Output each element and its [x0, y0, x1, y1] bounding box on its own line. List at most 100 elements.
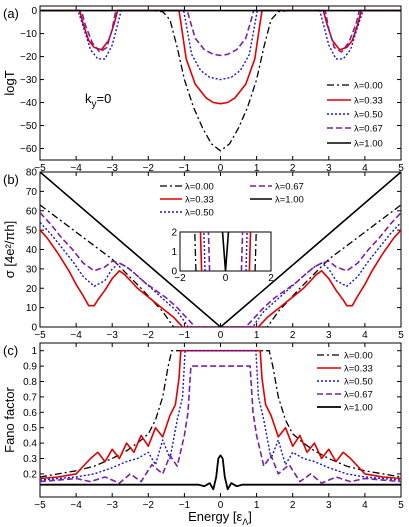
legend-label: λ=0.50 — [185, 208, 214, 219]
series-line — [40, 172, 401, 327]
panel-c-chart: −5 −4 −3 −2 −1 0 1 2 3 4 5 0.2 0.3 0.4 0.5 0.6 0.7 0.8 0.9… — [2, 342, 404, 527]
legend-label: λ=0.33 — [354, 96, 383, 107]
series-line — [40, 9, 401, 57]
y-axis-label: Fano factor — [2, 386, 17, 452]
y-tick-label: 0.3 — [23, 454, 37, 465]
series-line — [40, 9, 401, 105]
legend-label: λ=0.50 — [354, 110, 383, 121]
series-line — [40, 350, 401, 478]
legend-label: λ=0.50 — [344, 377, 373, 388]
x-tick-label: 3 — [326, 330, 332, 341]
inset-series-line — [254, 232, 257, 271]
y-tick-label: 80 — [26, 168, 38, 179]
y-tick-label: 20 — [26, 284, 38, 295]
panel-label: (b) — [3, 172, 19, 187]
y-tick-label: 0.9 — [23, 362, 37, 373]
panel-label: (a) — [3, 6, 19, 21]
legend-label: λ=0.00 — [344, 351, 373, 362]
x-tick-label: −4 — [70, 163, 82, 174]
series-line — [40, 350, 401, 481]
y-tick-label: 40 — [26, 245, 38, 256]
legend-label: λ=1.00 — [354, 139, 383, 150]
y-tick-label: −10 — [20, 29, 37, 40]
y-tick-label: −60 — [20, 144, 37, 155]
x-tick-label: 2 — [290, 163, 296, 174]
legend-label: λ=0.33 — [344, 364, 373, 375]
legend-label: λ=0.33 — [185, 195, 214, 206]
inset-series-line — [194, 232, 197, 271]
y-tick-label: 0.6 — [23, 408, 37, 419]
inset-series-line — [199, 232, 203, 271]
y-axis-label: logT — [2, 70, 17, 95]
y-tick-label: −20 — [20, 52, 37, 63]
inset-series-line — [248, 232, 252, 271]
inset-series-line — [245, 232, 248, 271]
legend-background — [155, 178, 331, 218]
ky-annotation: ky=0 — [85, 91, 111, 110]
x-tick-label: −3 — [106, 500, 118, 511]
x-tick-label: −5 — [34, 330, 46, 341]
panel-a-chart: −5 −4 −3 −2 −1 0 1 2 3 4 50−10−20−30−40−50−60logT(… — [2, 5, 404, 174]
inset-x-tick-label: −2 — [174, 273, 186, 284]
y-tick-label: −30 — [20, 75, 37, 86]
x-tick-label: −3 — [106, 330, 118, 341]
x-tick-label: 1 — [254, 330, 260, 341]
legend-label: λ=0.00 — [185, 182, 214, 193]
inset-y-tick-label: 1 — [171, 247, 177, 258]
inset-series-line — [240, 232, 244, 271]
inset-y-tick-label: 2 — [171, 228, 177, 239]
y-tick-label: 50 — [26, 226, 38, 237]
x-tick-label: −5 — [34, 163, 46, 174]
legend-label: λ=0.67 — [275, 182, 304, 193]
y-tick-label: 0.5 — [23, 423, 37, 434]
y-tick-label: 60 — [26, 206, 38, 217]
inset-series-line — [207, 232, 211, 271]
x-tick-label: 4 — [362, 163, 368, 174]
x-tick-label: 2 — [290, 330, 296, 341]
legend-label: λ=1.00 — [344, 403, 373, 414]
y-tick-label: 0.8 — [23, 377, 37, 388]
x-tick-label: −4 — [70, 500, 82, 511]
x-tick-label: 5 — [398, 330, 404, 341]
x-tick-label: 0 — [218, 330, 224, 341]
inset-series-line — [203, 232, 206, 271]
legend-label: λ=0.67 — [344, 390, 373, 401]
x-tick-label: 4 — [362, 330, 368, 341]
y-tick-label: 0.4 — [23, 439, 37, 450]
y-tick-label: −50 — [20, 121, 37, 132]
panel-label: (c) — [3, 343, 18, 358]
y-tick-label: 30 — [26, 264, 38, 275]
x-tick-label: −5 — [34, 500, 46, 511]
x-tick-label: −1 — [179, 163, 191, 174]
x-tick-label: −2 — [143, 500, 155, 511]
x-tick-label: −4 — [70, 330, 82, 341]
x-tick-label: 5 — [398, 163, 404, 174]
x-tick-label: −2 — [143, 330, 155, 341]
x-tick-label: 4 — [362, 500, 368, 511]
x-tick-label: 5 — [398, 500, 404, 511]
y-tick-label: 70 — [26, 187, 38, 198]
x-tick-label: 3 — [326, 500, 332, 511]
y-tick-label: 1 — [31, 346, 37, 357]
y-axis-label: σ [4e²/πh] — [2, 221, 17, 278]
x-tick-label: 0 — [218, 500, 224, 511]
series-line — [40, 9, 401, 81]
x-tick-label: −1 — [179, 330, 191, 341]
legend-label: λ=1.00 — [275, 195, 304, 206]
y-tick-label: 0 — [31, 323, 37, 334]
inset-y-tick-label: 0 — [171, 267, 177, 278]
inset-x-tick-label: 0 — [223, 273, 229, 284]
x-tick-label: −3 — [106, 163, 118, 174]
x-tick-label: −1 — [179, 500, 191, 511]
series-line — [40, 229, 401, 327]
x-tick-label: 2 — [290, 500, 296, 511]
y-tick-label: −40 — [20, 98, 37, 109]
series-line — [40, 454, 401, 491]
x-tick-label: 1 — [254, 500, 260, 511]
x-tick-label: 3 — [326, 163, 332, 174]
legend-label: λ=0.67 — [354, 124, 383, 135]
x-tick-label: 1 — [254, 163, 260, 174]
inset-series-line — [221, 232, 230, 271]
